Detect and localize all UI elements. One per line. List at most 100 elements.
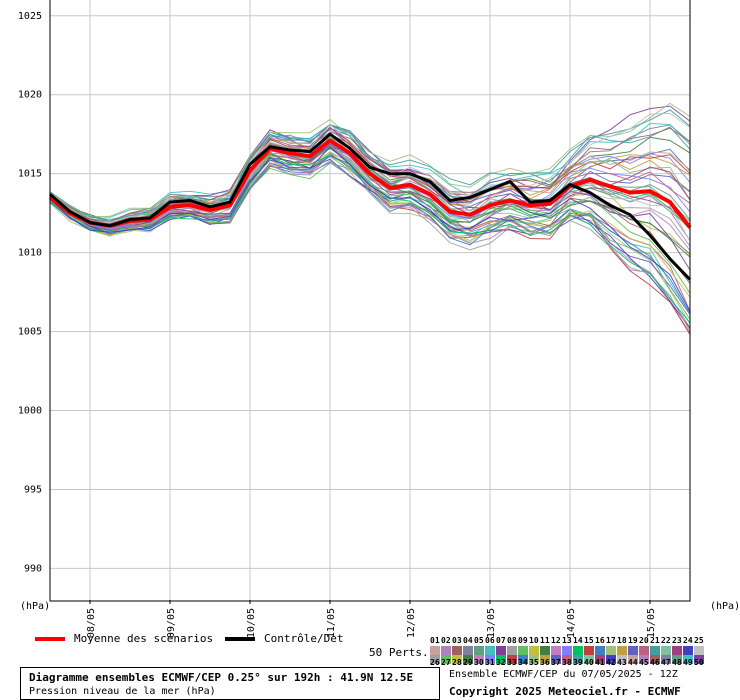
- member-color-box: [496, 655, 506, 664]
- member-color-box: [551, 655, 561, 664]
- member-number: 12: [551, 636, 561, 645]
- y-unit-right: (hPa): [710, 601, 740, 612]
- member-color-box: [430, 655, 440, 664]
- member-color-box: [529, 646, 539, 655]
- copyright: Copyright 2025 Meteociel.fr - ECMWF: [449, 685, 681, 698]
- member-number: 30: [474, 658, 484, 667]
- chart-grid: [50, 0, 690, 604]
- member-number: 15: [584, 636, 594, 645]
- member-color-box: [628, 655, 638, 664]
- member-number: 01: [430, 636, 440, 645]
- member-color-box: [584, 655, 594, 664]
- member-number: 26: [430, 658, 440, 667]
- y-tick-label: 1025: [18, 11, 42, 22]
- member-number: 27: [441, 658, 451, 667]
- member-number: 03: [452, 636, 462, 645]
- member-number: 17: [606, 636, 616, 645]
- member-color-box: [474, 655, 484, 664]
- member-number: 38: [562, 658, 572, 667]
- member-color-box: [562, 646, 572, 655]
- member-color-box: [507, 655, 517, 664]
- member-number: 41: [595, 658, 605, 667]
- y-tick-label: 995: [24, 484, 42, 495]
- member-color-box: [562, 655, 572, 664]
- member-color-box: [463, 655, 473, 664]
- member-color-box: [683, 646, 693, 655]
- member-color-box: [485, 646, 495, 655]
- member-color-box: [661, 655, 671, 664]
- member-color-box: [694, 655, 704, 664]
- member-number: 39: [573, 658, 583, 667]
- x-tick-label: 12/05: [406, 608, 417, 638]
- legend-control-label: Contrôle/Det: [264, 632, 344, 645]
- chart-title-box: Diagramme ensembles ECMWF/CEP 0.25° sur …: [20, 667, 440, 700]
- legend-mean-label: Moyenne des scénarios: [74, 632, 214, 645]
- member-color-box: [617, 655, 627, 664]
- member-color-box: [540, 646, 550, 655]
- mean-line: [48, 138, 692, 229]
- y-tick-label: 1020: [18, 90, 42, 101]
- x-tick-labels: 08/05 09/05 10/05 11/05 12/05 13/05 14/05 15/05: [86, 608, 657, 638]
- member-line: [49, 102, 691, 218]
- member-number: 22: [661, 636, 671, 645]
- member-color-box: [650, 646, 660, 655]
- member-color-box: [650, 655, 660, 664]
- member-color-box: [463, 646, 473, 655]
- x-tick-label: 10/05: [246, 608, 257, 638]
- member-color-box: [694, 646, 704, 655]
- member-number: 49: [683, 658, 693, 667]
- member-number: 23: [672, 636, 682, 645]
- member-line: [49, 155, 691, 314]
- member-line: [49, 129, 691, 225]
- member-color-box: [496, 646, 506, 655]
- y-tick-label: 1010: [18, 248, 42, 259]
- member-line: [49, 140, 691, 223]
- member-number: 36: [540, 658, 550, 667]
- member-color-box: [606, 655, 616, 664]
- x-tick-label: 13/05: [486, 608, 497, 638]
- member-color-box: [683, 655, 693, 664]
- member-number: 06: [485, 636, 495, 645]
- member-number: 08: [507, 636, 517, 645]
- plot-frame: [49, 0, 691, 602]
- member-number: 25: [694, 636, 704, 645]
- member-color-box: [529, 655, 539, 664]
- member-number: 48: [672, 658, 682, 667]
- member-number: 18: [617, 636, 627, 645]
- legend-mean-swatch: [35, 637, 65, 641]
- member-line: [49, 145, 691, 258]
- x-tick-label: 09/05: [166, 608, 177, 638]
- member-number: 42: [606, 658, 616, 667]
- member-line: [49, 134, 691, 223]
- member-line: [49, 157, 691, 329]
- member-number: 05: [474, 636, 484, 645]
- member-color-box: [617, 646, 627, 655]
- x-tick-label: 11/05: [326, 608, 337, 638]
- chart-subtitle: Pression niveau de la mer (hPa): [29, 686, 216, 697]
- y-tick-label: 1000: [18, 406, 42, 417]
- member-color-box: [672, 646, 682, 655]
- member-number: 40: [584, 658, 594, 667]
- y-tick-label: 1015: [18, 169, 42, 180]
- member-color-box: [551, 646, 561, 655]
- member-number: 43: [617, 658, 627, 667]
- member-color-box: [474, 646, 484, 655]
- member-number: 32: [496, 658, 506, 667]
- member-number: 21: [650, 636, 660, 645]
- member-color-box: [595, 646, 605, 655]
- member-color-box: [430, 646, 440, 655]
- member-color-box: [661, 646, 671, 655]
- member-color-box: [441, 655, 451, 664]
- legend-control-swatch: [225, 637, 255, 641]
- member-number: 09: [518, 636, 528, 645]
- y-tick-labels: 1025 1020 1015 1010 1005 1000 995 990: [18, 11, 42, 575]
- member-number: 10: [529, 636, 539, 645]
- member-color-box: [639, 655, 649, 664]
- control-line: [49, 132, 692, 281]
- chart-title: Diagramme ensembles ECMWF/CEP 0.25° sur …: [29, 671, 414, 684]
- member-color-box: [628, 646, 638, 655]
- member-number: 50: [694, 658, 704, 667]
- member-number: 46: [650, 658, 660, 667]
- member-color-box: [573, 646, 583, 655]
